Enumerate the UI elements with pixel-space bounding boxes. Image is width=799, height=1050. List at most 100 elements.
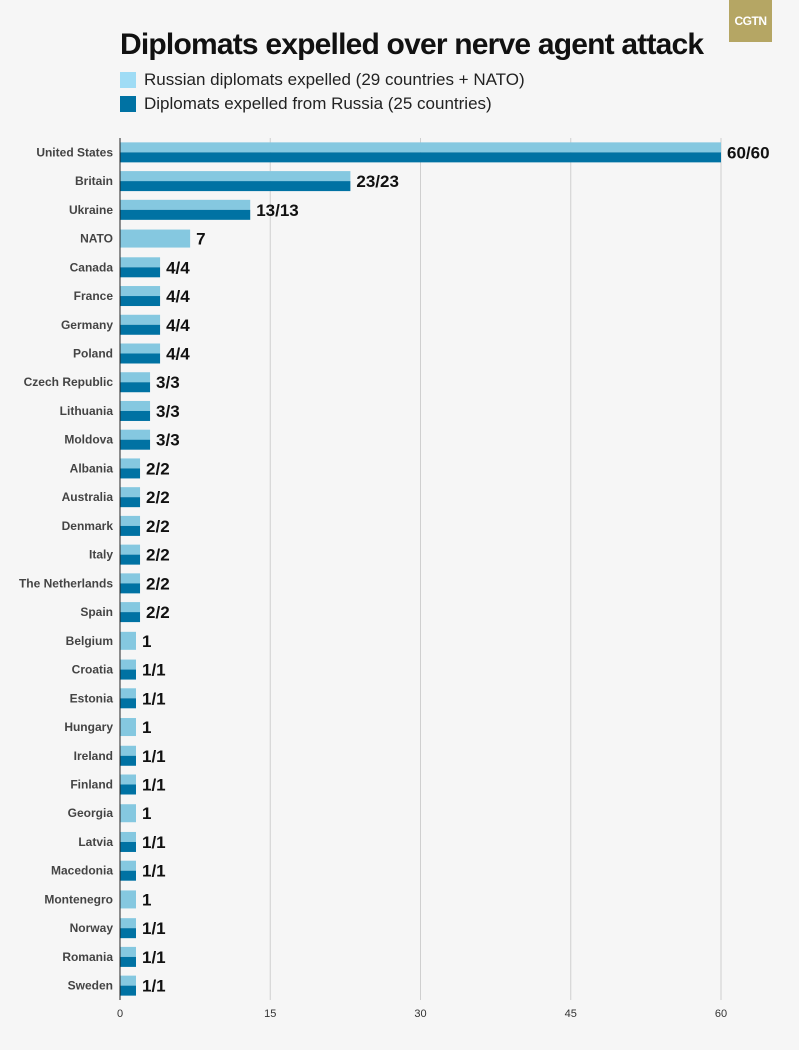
category-label: Estonia [70, 691, 114, 705]
data-label: 4/4 [166, 287, 190, 306]
bar-russian-expelled [120, 602, 141, 613]
category-label: Macedonia [51, 864, 113, 878]
data-label: 1/1 [142, 747, 166, 766]
data-label: 2/2 [146, 546, 170, 565]
x-tick-label: 15 [264, 1008, 276, 1020]
category-label: Croatia [72, 663, 114, 677]
bar-russian-expelled [120, 142, 721, 153]
bar-russian-expelled [120, 774, 136, 785]
bar-russian-expelled [120, 544, 141, 555]
category-label: United States [36, 145, 113, 159]
data-label: 1/1 [142, 661, 166, 680]
category-label: Denmark [62, 519, 114, 533]
data-label: 23/23 [356, 172, 399, 191]
category-label: Finland [70, 778, 113, 792]
data-label: 1 [142, 718, 151, 737]
bar-expelled-from-russia [120, 209, 251, 220]
category-label: NATO [80, 232, 113, 246]
bar-russian-expelled [120, 918, 136, 929]
data-label: 1 [142, 890, 151, 909]
data-label: 3/3 [156, 431, 180, 450]
data-label: 1/1 [142, 948, 166, 967]
data-label: 2/2 [146, 488, 170, 507]
x-tick-label: 30 [414, 1008, 426, 1020]
category-label: Belgium [66, 634, 113, 648]
category-label: The Netherlands [19, 576, 113, 590]
data-label: 4/4 [166, 316, 190, 335]
bar-expelled-from-russia [120, 583, 141, 594]
bar-expelled-from-russia [120, 525, 141, 536]
data-label: 1 [142, 804, 151, 823]
bar-expelled-from-russia [120, 870, 136, 881]
category-label: France [74, 289, 114, 303]
bar-russian-expelled [120, 804, 136, 823]
data-label: 1/1 [142, 833, 166, 852]
x-tick-label: 0 [117, 1008, 123, 1020]
cgtn-logo: CGTN [729, 0, 772, 42]
chart-title: Diplomats expelled over nerve agent atta… [120, 28, 704, 61]
bar-russian-expelled [120, 631, 136, 650]
bar-russian-expelled [120, 487, 141, 498]
bar-expelled-from-russia [120, 296, 161, 307]
data-label: 60/60 [727, 143, 770, 162]
legend-label: Diplomats expelled from Russia (25 count… [144, 94, 492, 113]
bar-expelled-from-russia [120, 956, 136, 967]
bar-expelled-from-russia [120, 698, 136, 709]
bar-russian-expelled [120, 343, 161, 354]
bar-expelled-from-russia [120, 468, 141, 479]
bar-expelled-from-russia [120, 439, 151, 450]
bar-expelled-from-russia [120, 152, 721, 163]
legend-item-expelled-from-russia: Diplomats expelled from Russia (25 count… [120, 94, 492, 114]
legend-item-russian-expelled: Russian diplomats expelled (29 countries… [120, 70, 525, 90]
bar-russian-expelled [120, 314, 161, 325]
bar-russian-expelled [120, 860, 136, 871]
data-label: 3/3 [156, 373, 180, 392]
bar-expelled-from-russia [120, 669, 136, 680]
category-label: Romania [62, 950, 113, 964]
bar-expelled-from-russia [120, 928, 136, 939]
bar-expelled-from-russia [120, 181, 351, 192]
category-label: Spain [80, 605, 113, 619]
data-label: 1 [142, 632, 151, 651]
bar-expelled-from-russia [120, 324, 161, 335]
bar-expelled-from-russia [120, 612, 141, 623]
data-label: 13/13 [256, 201, 299, 220]
data-label: 1/1 [142, 689, 166, 708]
data-label: 1/1 [142, 776, 166, 795]
legend-swatch-dark [120, 96, 136, 112]
category-label: Montenegro [44, 892, 113, 906]
bar-expelled-from-russia [120, 353, 161, 364]
category-label: Canada [70, 260, 114, 274]
bar-russian-expelled [120, 286, 161, 297]
bar-expelled-from-russia [120, 497, 141, 508]
legend-swatch-light [120, 72, 136, 88]
bar-expelled-from-russia [120, 985, 136, 996]
bar-russian-expelled [120, 890, 136, 909]
bar-russian-expelled [120, 458, 141, 469]
category-label: Czech Republic [24, 375, 114, 389]
x-tick-label: 60 [715, 1008, 727, 1020]
category-label: Norway [70, 921, 114, 935]
bar-expelled-from-russia [120, 382, 151, 393]
bar-russian-expelled [120, 946, 136, 957]
bar-russian-expelled [120, 229, 191, 248]
data-label: 2/2 [146, 459, 170, 478]
bar-expelled-from-russia [120, 554, 141, 565]
bar-russian-expelled [120, 745, 136, 756]
bar-russian-expelled [120, 688, 136, 699]
bar-russian-expelled [120, 429, 151, 440]
bar-russian-expelled [120, 372, 151, 383]
category-label: Ireland [74, 749, 113, 763]
bar-russian-expelled [120, 257, 161, 268]
category-label: Sweden [68, 979, 113, 993]
data-label: 1/1 [142, 919, 166, 938]
category-label: Italy [89, 548, 113, 562]
data-label: 2/2 [146, 574, 170, 593]
data-label: 1/1 [142, 977, 166, 996]
category-label: Australia [62, 490, 114, 504]
bar-russian-expelled [120, 659, 136, 670]
category-label: Germany [61, 318, 113, 332]
category-label: Lithuania [60, 404, 114, 418]
category-label: Georgia [68, 806, 114, 820]
